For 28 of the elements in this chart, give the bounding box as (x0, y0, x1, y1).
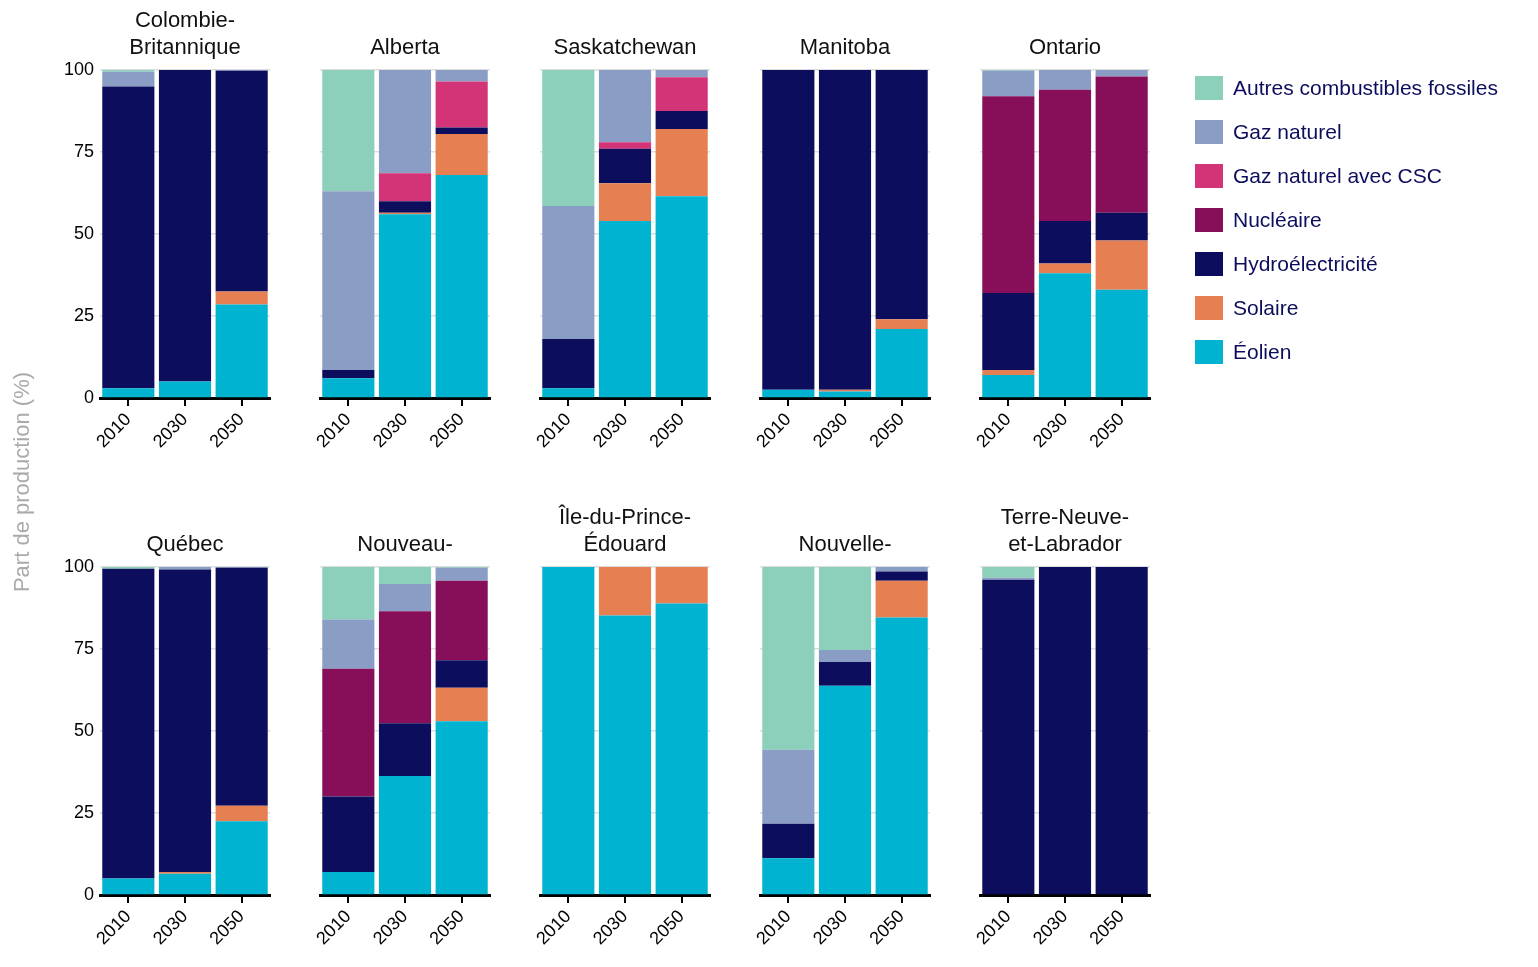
y-tick-label: 100 (63, 555, 94, 576)
y-axis-title: Part de production (%) (9, 371, 35, 593)
chart-title: Nouvelle- (798, 531, 892, 556)
chart-title: Nouveau- (357, 531, 453, 556)
chart-title: Île-du-Prince- Édouard (557, 504, 692, 556)
legend-label: Gaz naturel avec CSC (1233, 164, 1442, 188)
y-tick-label: 75 (73, 140, 94, 161)
y-tick-label: 100 (63, 58, 94, 79)
legend-label: Éolien (1233, 340, 1292, 364)
chart-title: Québec (146, 531, 224, 556)
y-tick-label: 0 (83, 883, 94, 904)
chart-title: Colombie- Britannique (129, 7, 241, 59)
chart-title: Saskatchewan (553, 34, 697, 59)
chart-title: Terre-Neuve- et-Labrador (1000, 504, 1130, 556)
y-tick-label: 75 (73, 637, 94, 658)
legend-label: Solaire (1233, 296, 1299, 320)
legend-label: Gaz naturel (1233, 120, 1342, 144)
y-tick-label: 25 (73, 304, 94, 325)
y-tick-label: 50 (73, 222, 94, 243)
chart-title: Alberta (370, 34, 441, 59)
legend-label: Hydroélectricité (1233, 252, 1378, 276)
y-tick-label: 25 (73, 801, 94, 822)
chart-title: Manitoba (799, 34, 892, 59)
y-tick-label: 0 (83, 386, 94, 407)
legend-label: Autres combustibles fossiles (1233, 76, 1498, 100)
chart-title: Ontario (1028, 34, 1102, 59)
y-tick-label: 50 (73, 719, 94, 740)
legend-label: Nucléaire (1233, 208, 1322, 232)
